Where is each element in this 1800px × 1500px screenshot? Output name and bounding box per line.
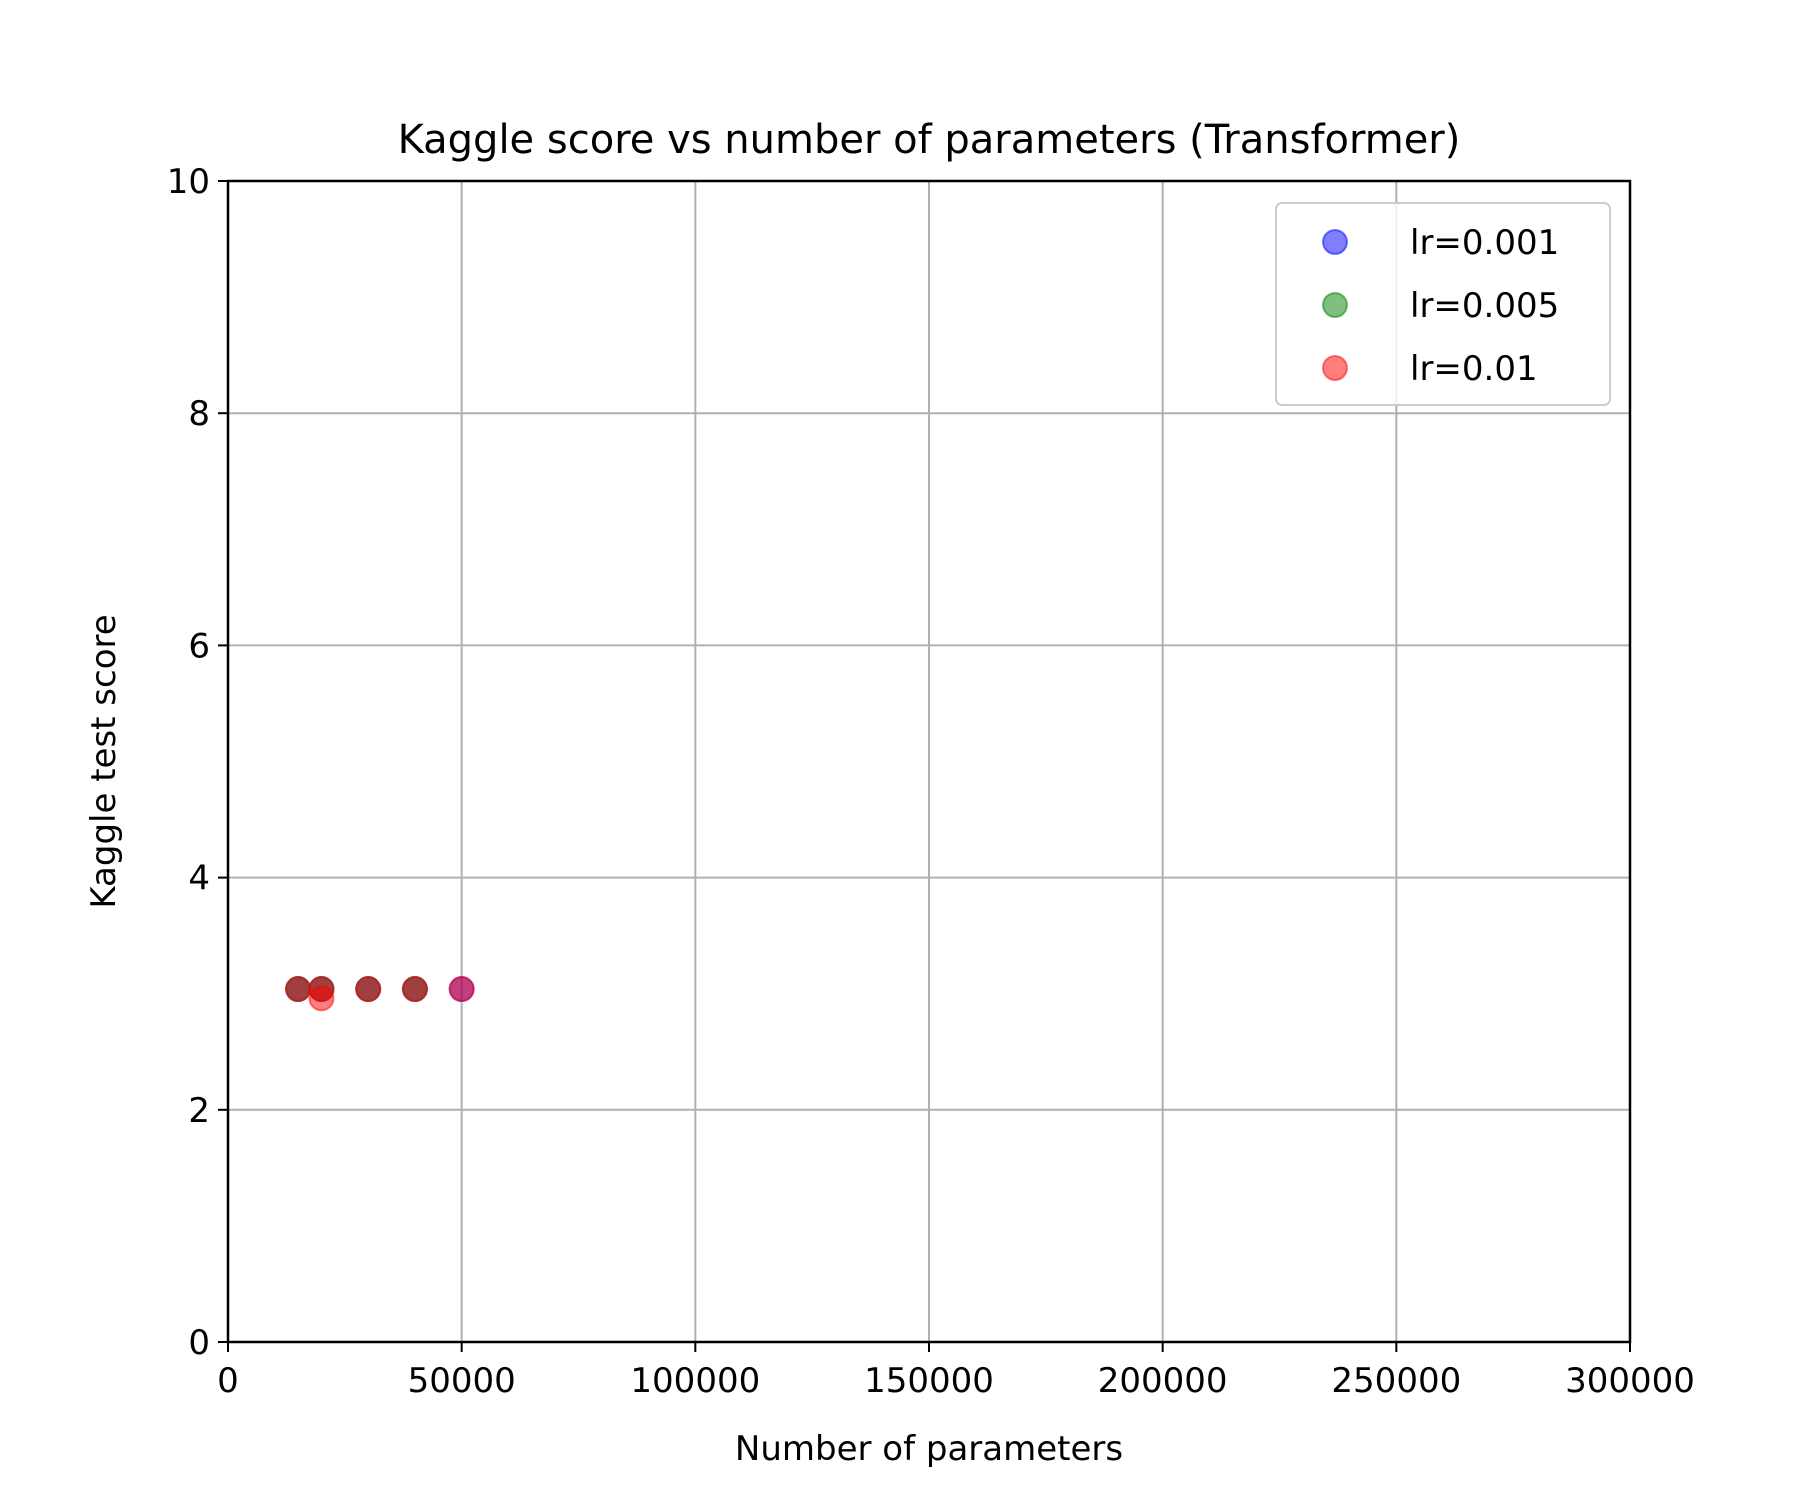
data-point <box>308 976 335 1003</box>
data-point <box>401 976 428 1003</box>
x-tick-label: 0 <box>217 1361 239 1401</box>
legend-box <box>1275 202 1611 406</box>
data-point <box>448 976 475 1003</box>
x-tick-label: 150000 <box>864 1361 994 1401</box>
x-tick-label: 50000 <box>408 1361 516 1401</box>
legend-marker <box>1322 229 1348 255</box>
y-tick-label: 0 <box>188 1323 210 1363</box>
y-tick-label: 10 <box>167 162 210 202</box>
x-tick-label: 250000 <box>1331 1361 1461 1401</box>
y-axis-ticks: 0 2 4 6 8 10 <box>167 162 228 1363</box>
y-tick-label: 8 <box>188 394 210 434</box>
legend-marker <box>1322 292 1348 318</box>
y-tick-label: 2 <box>188 1091 210 1131</box>
legend-marker <box>1322 355 1348 381</box>
legend-label: lr=0.005 <box>1410 286 1559 326</box>
legend-label: lr=0.001 <box>1410 223 1559 263</box>
data-point <box>285 976 312 1003</box>
x-axis-label: Number of parameters <box>735 1429 1123 1469</box>
y-axis-label: Kaggle test score <box>84 614 124 908</box>
x-tick-label: 100000 <box>630 1361 760 1401</box>
x-tick-label: 300000 <box>1565 1361 1695 1401</box>
data-points <box>285 976 475 1012</box>
x-tick-label: 200000 <box>1098 1361 1228 1401</box>
legend: lr=0.001 lr=0.005 lr=0.01 <box>1275 202 1611 406</box>
legend-label: lr=0.01 <box>1410 349 1538 389</box>
y-tick-label: 4 <box>188 859 210 899</box>
x-axis-ticks: 0 50000 100000 150000 200000 250000 300000 <box>217 1342 1695 1401</box>
chart-title: Kaggle score vs number of parameters (Tr… <box>398 117 1461 163</box>
y-tick-label: 6 <box>188 626 210 666</box>
data-point <box>355 976 382 1003</box>
